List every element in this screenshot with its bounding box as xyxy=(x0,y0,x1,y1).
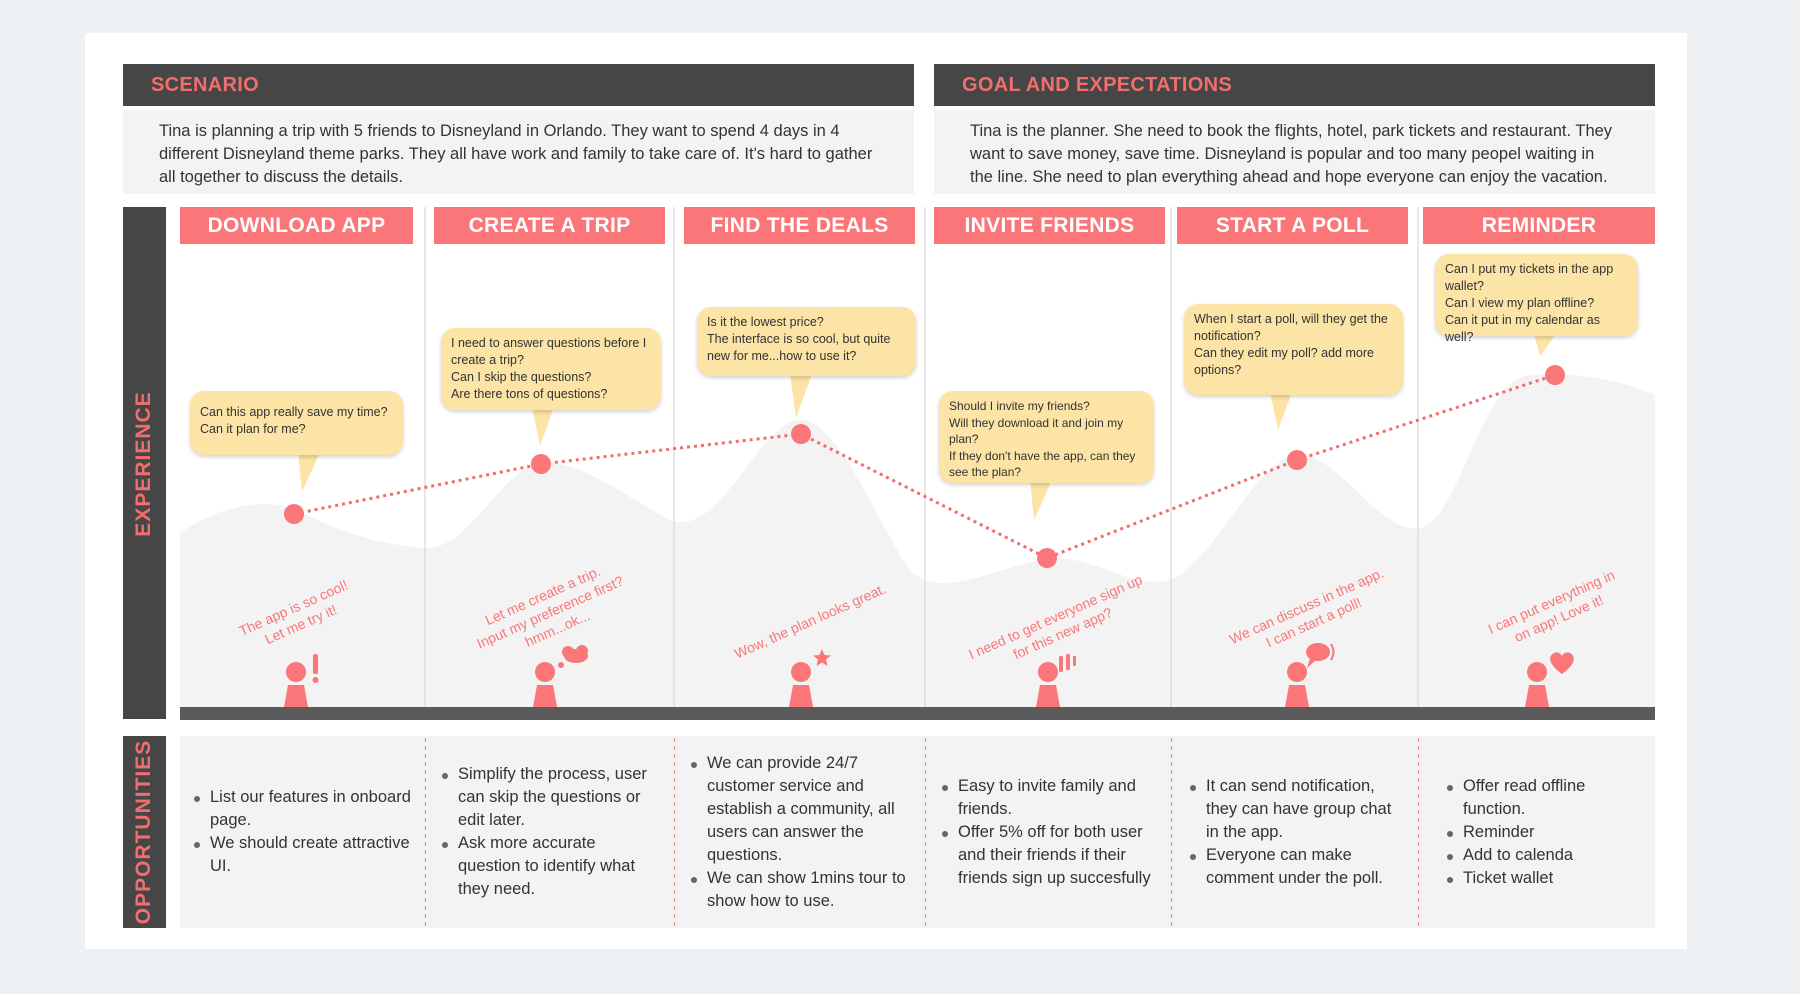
person-figure xyxy=(1285,662,1309,707)
heart-icon xyxy=(1550,652,1574,674)
bubble-tail xyxy=(532,407,554,446)
thought-cloud-icon xyxy=(558,645,588,668)
bubble-tail xyxy=(1534,334,1556,356)
goal-header: GOAL AND EXPECTATIONS xyxy=(934,64,1655,106)
list-item: Offer read offline function. xyxy=(1447,775,1643,821)
list-item: Easy to invite family and friends. xyxy=(942,775,1159,821)
double-exclamation-icon xyxy=(1059,654,1076,672)
stage-title-create-a-trip: CREATE A TRIP xyxy=(434,207,665,244)
experience-point xyxy=(1545,365,1565,385)
scenario-header: SCENARIO xyxy=(123,64,914,106)
thought-line: Is it the lowest price? xyxy=(707,315,824,329)
bubble-tail xyxy=(1030,480,1052,520)
experience-point xyxy=(1037,548,1057,568)
stage-title-find-the-deals: FIND THE DEALS xyxy=(684,207,915,244)
thought-line: Can they edit my poll? add more options? xyxy=(1194,346,1374,377)
stage-title-reminder: REMINDER xyxy=(1423,207,1655,244)
list-item: Simplify the process, user can skip the … xyxy=(442,763,662,832)
experience-curve xyxy=(293,373,1556,560)
person-figure xyxy=(1525,662,1549,707)
opportunities-panel: Simplify the process, user can skip the … xyxy=(426,736,674,928)
experience-point xyxy=(791,424,811,444)
thought-line: Can I put my tickets in the app wallet? xyxy=(1445,262,1614,293)
thought-bubble: Can this app really save my time? Can it… xyxy=(190,391,403,455)
thought-line: If they don't have the app, can they see… xyxy=(949,448,1136,480)
opportunities-panel: We can provide 24/7 customer service and… xyxy=(675,736,925,928)
stage-title-download-app: DOWNLOAD APP xyxy=(180,207,413,244)
experience-point xyxy=(531,454,551,474)
thought-line: Will they download it and join my plan? xyxy=(949,415,1124,447)
thought-line: Can I view my plan offline? xyxy=(1445,296,1595,310)
person-figure xyxy=(533,662,557,707)
stage-title-start-a-poll: START A POLL xyxy=(1177,207,1408,244)
bubble-tail xyxy=(298,452,320,492)
star-icon xyxy=(813,649,831,666)
list-item: Ask more accurate question to identify w… xyxy=(442,832,662,901)
thought-bubble: Should I invite my friends? Will they do… xyxy=(939,391,1154,483)
scenario-title: SCENARIO xyxy=(151,74,259,96)
thought-line: Can I skip the questions? xyxy=(451,370,592,384)
experience-point xyxy=(284,504,304,524)
opportunities-panel: List our features in onboard page. We sh… xyxy=(180,736,425,928)
list-item: Offer 5% off for both user and their fri… xyxy=(942,821,1159,890)
person-figure xyxy=(1036,662,1060,707)
list-item: List our features in onboard page. xyxy=(194,786,413,832)
list-item: We can show 1mins tour to show how to us… xyxy=(691,867,913,913)
goal-text: Tina is the planner. She need to book th… xyxy=(934,110,1655,194)
thought-line: Are there tons of questions? xyxy=(451,387,608,401)
opportunities-panel: Easy to invite family and friends. Offer… xyxy=(926,736,1171,928)
bubble-tail xyxy=(790,374,812,418)
list-item: Reminder xyxy=(1447,821,1643,844)
list-item: Add to calenda xyxy=(1447,844,1643,867)
opportunities-panel: It can send notification, they can have … xyxy=(1172,736,1418,928)
person-figure xyxy=(284,662,308,707)
opportunities-panel: Offer read offline function. Reminder Ad… xyxy=(1419,736,1655,928)
list-item: Ticket wallet xyxy=(1447,867,1643,890)
thought-line: Should I invite my friends? xyxy=(949,399,1090,413)
person-figure xyxy=(789,662,813,707)
opportunities-list: We can provide 24/7 customer service and… xyxy=(687,752,913,913)
opportunities-list: Offer read offline function. Reminder Ad… xyxy=(1443,775,1643,890)
thought-line: I need to answer questions before I crea… xyxy=(451,336,647,367)
goal-title: GOAL AND EXPECTATIONS xyxy=(962,74,1233,96)
thought-line: Can it plan for me? xyxy=(200,422,306,436)
speech-bubble-icon xyxy=(1306,643,1335,668)
opportunities-list: It can send notification, they can have … xyxy=(1186,775,1406,890)
thought-bubble: When I start a poll, will they get the n… xyxy=(1184,304,1403,395)
list-item: We should create attractive UI. xyxy=(194,832,413,878)
list-item: We can provide 24/7 customer service and… xyxy=(691,752,913,867)
opportunities-bar xyxy=(123,736,166,928)
experience-point xyxy=(1287,450,1307,470)
thought-line: Can this app really save my time? xyxy=(200,405,388,419)
scenario-text: Tina is planning a trip with 5 friends t… xyxy=(123,110,914,194)
stage-title-invite-friends: INVITE FRIENDS xyxy=(934,207,1165,244)
thought-line: When I start a poll, will they get the n… xyxy=(1194,312,1388,343)
experience-baseline xyxy=(180,707,1655,720)
experience-bar xyxy=(123,207,166,719)
stage-dividers xyxy=(424,207,1419,707)
opportunities-list: List our features in onboard page. We sh… xyxy=(190,786,413,878)
exclamation-icon xyxy=(312,654,319,683)
opportunities-list: Simplify the process, user can skip the … xyxy=(438,763,662,901)
list-item: Everyone can make comment under the poll… xyxy=(1190,844,1406,890)
opportunities-list: Easy to invite family and friends. Offer… xyxy=(938,775,1159,890)
thought-bubble: Can I put my tickets in the app wallet? … xyxy=(1435,254,1638,344)
thought-line: Can it put in my calendar as well? xyxy=(1445,313,1600,344)
thought-line: The interface is so cool, but quite new … xyxy=(707,332,891,363)
thought-bubble: Is it the lowest price? The interface is… xyxy=(697,307,916,376)
experience-hills xyxy=(180,207,1655,583)
list-item: It can send notification, they can have … xyxy=(1190,775,1406,844)
bubble-tail xyxy=(1270,392,1292,430)
thought-bubble: I need to answer questions before I crea… xyxy=(441,328,661,410)
